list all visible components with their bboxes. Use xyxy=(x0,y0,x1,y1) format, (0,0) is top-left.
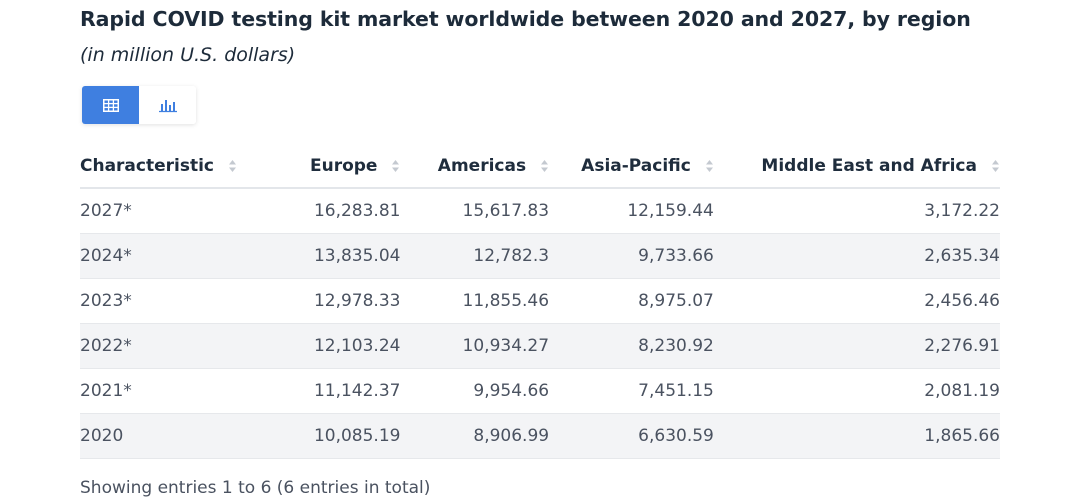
table-row: 2023* 12,978.33 11,855.46 8,975.07 2,456… xyxy=(80,278,1000,324)
cell-europe: 12,978.33 xyxy=(272,278,401,324)
cell-europe: 11,142.37 xyxy=(272,368,401,414)
data-table: Characteristic Europe Americas Asia-Paci… xyxy=(80,144,1000,459)
cell-middle-east-africa: 2,635.34 xyxy=(713,233,1000,279)
sort-icon xyxy=(992,159,999,172)
cell-asia-pacific: 6,630.59 xyxy=(549,413,714,459)
cell-middle-east-africa: 3,172.22 xyxy=(713,188,1000,234)
table-row: 2027* 16,283.81 15,617.83 12,159.44 3,17… xyxy=(80,188,1000,234)
sort-icon xyxy=(541,159,549,172)
cell-americas: 12,782.3 xyxy=(400,233,550,279)
column-header-middle-east-africa[interactable]: Middle East and Africa xyxy=(713,144,1000,189)
column-header-americas[interactable]: Americas xyxy=(400,144,550,189)
entries-info: Showing entries 1 to 6 (6 entries in tot… xyxy=(80,478,431,498)
cell-asia-pacific: 12,159.44 xyxy=(549,188,714,234)
view-toggle xyxy=(82,86,196,124)
row-label: 2023* xyxy=(80,278,273,324)
table-icon xyxy=(102,98,119,112)
cell-americas: 9,954.66 xyxy=(400,368,550,414)
table-row: 2024* 13,835.04 12,782.3 9,733.66 2,635.… xyxy=(80,233,1000,279)
column-header-europe[interactable]: Europe xyxy=(272,144,401,189)
chart-view-button[interactable] xyxy=(139,86,196,124)
chart-subtitle: (in million U.S. dollars) xyxy=(80,44,296,66)
cell-europe: 12,103.24 xyxy=(272,323,401,369)
cell-middle-east-africa: 2,276.91 xyxy=(713,323,1000,369)
cell-americas: 8,906.99 xyxy=(400,413,550,459)
row-label: 2020 xyxy=(80,413,273,459)
sort-icon xyxy=(705,159,713,172)
cell-asia-pacific: 9,733.66 xyxy=(549,233,714,279)
table-row: 2022* 12,103.24 10,934.27 8,230.92 2,276… xyxy=(80,323,1000,369)
column-header-characteristic[interactable]: Characteristic xyxy=(80,144,273,189)
cell-europe: 16,283.81 xyxy=(272,188,401,234)
cell-middle-east-africa: 1,865.66 xyxy=(713,413,1000,459)
row-label: 2021* xyxy=(80,368,273,414)
cell-americas: 15,617.83 xyxy=(400,188,550,234)
table-view-button[interactable] xyxy=(82,86,139,124)
row-label: 2022* xyxy=(80,323,273,369)
cell-europe: 13,835.04 xyxy=(272,233,401,279)
cell-asia-pacific: 8,975.07 xyxy=(549,278,714,324)
cell-asia-pacific: 7,451.15 xyxy=(549,368,714,414)
cell-middle-east-africa: 2,456.46 xyxy=(713,278,1000,324)
table-header-row: Characteristic Europe Americas Asia-Paci… xyxy=(80,144,1000,189)
cell-americas: 10,934.27 xyxy=(400,323,550,369)
bar-chart-icon xyxy=(158,100,177,113)
column-header-asia-pacific[interactable]: Asia-Pacific xyxy=(549,144,714,189)
sort-icon xyxy=(229,159,236,172)
table-row: 2021* 11,142.37 9,954.66 7,451.15 2,081.… xyxy=(80,368,1000,414)
sort-icon xyxy=(392,159,400,172)
cell-americas: 11,855.46 xyxy=(400,278,550,324)
table-row: 2020 10,085.19 8,906.99 6,630.59 1,865.6… xyxy=(80,413,1000,459)
cell-middle-east-africa: 2,081.19 xyxy=(713,368,1000,414)
row-label: 2027* xyxy=(80,188,273,234)
cell-asia-pacific: 8,230.92 xyxy=(549,323,714,369)
row-label: 2024* xyxy=(80,233,273,279)
cell-europe: 10,085.19 xyxy=(272,413,401,459)
chart-title: Rapid COVID testing kit market worldwide… xyxy=(80,7,971,31)
